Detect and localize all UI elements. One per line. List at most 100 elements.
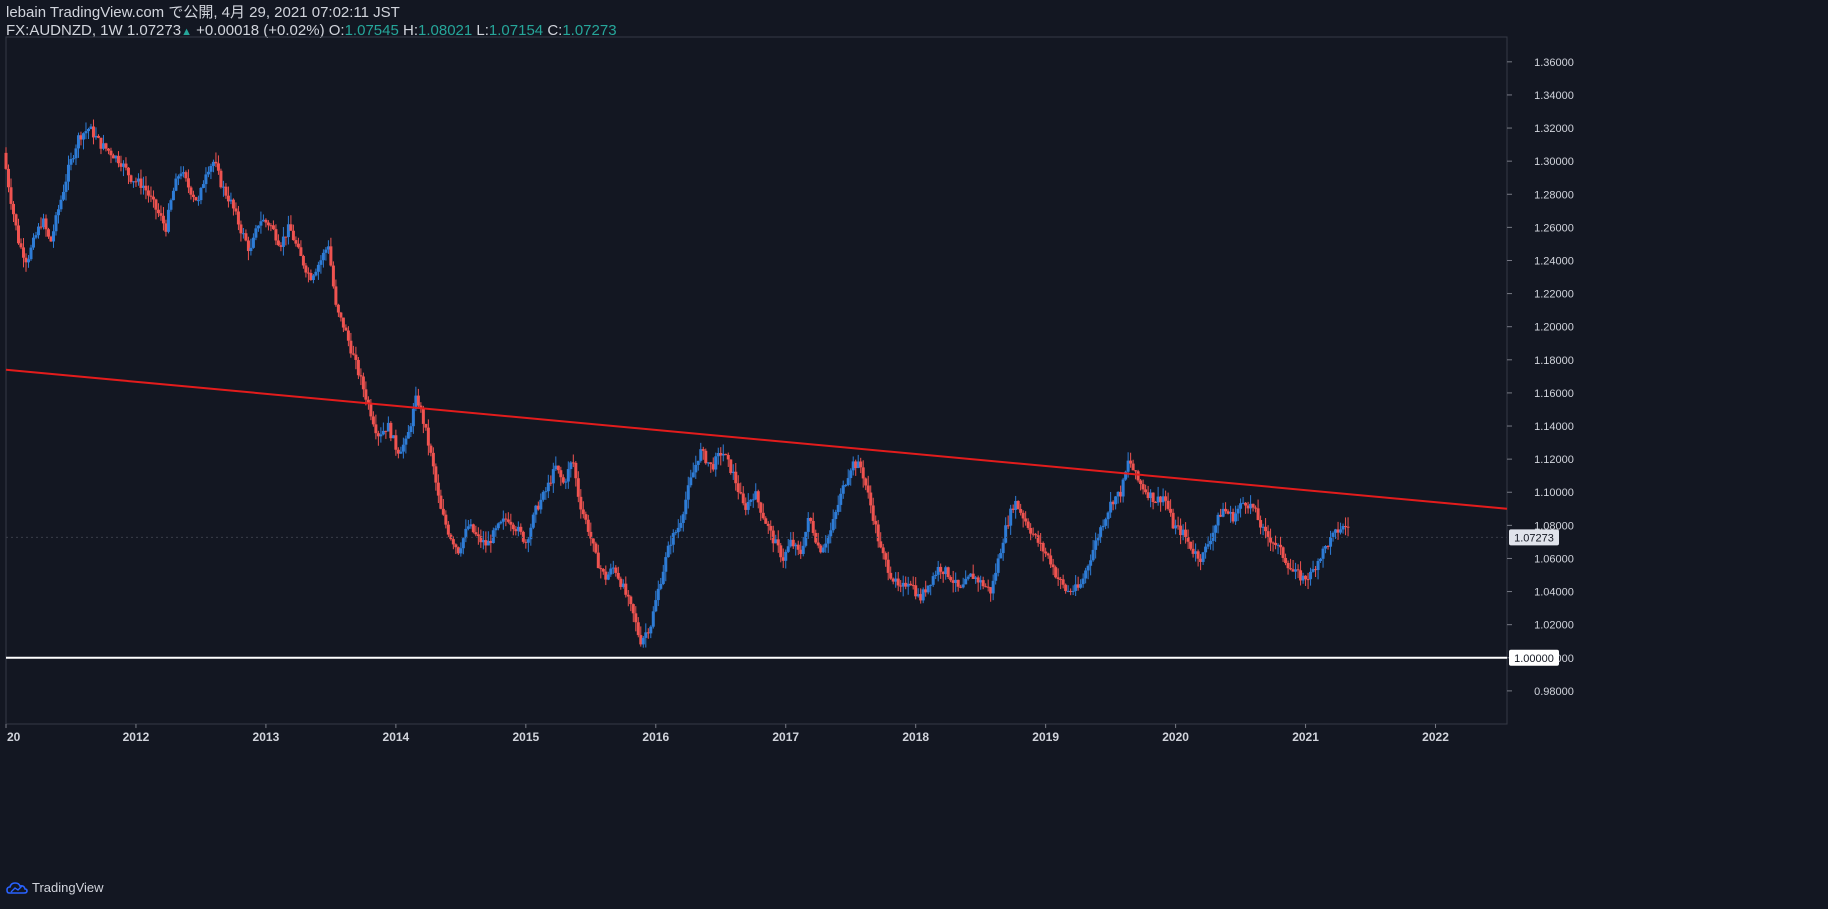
candle-body xyxy=(944,567,948,575)
support-price-tag-label: 1.00000 xyxy=(1514,653,1554,665)
candle-body xyxy=(584,514,588,520)
candle-body xyxy=(1054,567,1058,578)
candle-body xyxy=(676,527,680,533)
candle-body xyxy=(629,596,633,605)
candle-body xyxy=(1279,544,1283,548)
candle-body xyxy=(681,514,685,523)
candle-body xyxy=(1196,551,1200,559)
candle-body xyxy=(981,580,985,587)
candle-body xyxy=(51,231,55,242)
candle-body xyxy=(129,175,133,182)
candle-body xyxy=(316,264,320,272)
candle-body xyxy=(699,449,703,461)
candle-body xyxy=(861,467,865,479)
candle-body xyxy=(1006,525,1010,527)
candle-body xyxy=(534,505,538,515)
candle-body xyxy=(309,272,313,281)
candle-body xyxy=(361,376,365,390)
candle-body xyxy=(586,519,590,532)
candle-body xyxy=(421,408,425,424)
candle-body xyxy=(1009,508,1013,526)
candle-body xyxy=(376,433,380,437)
candle-body xyxy=(1291,569,1295,572)
candle-body xyxy=(874,520,878,525)
candle-body xyxy=(211,161,215,166)
candle-body xyxy=(406,432,410,439)
candle-body xyxy=(24,257,28,263)
candle-body xyxy=(604,571,608,580)
candle-body xyxy=(889,572,893,579)
candle-body xyxy=(859,461,863,468)
x-tick-label: 20 xyxy=(7,730,21,744)
candle-body xyxy=(436,482,440,496)
candle-body xyxy=(1266,531,1270,538)
candle-body xyxy=(761,512,765,519)
candle-body xyxy=(46,229,50,237)
low-label: L: xyxy=(476,22,489,39)
candle-body xyxy=(996,558,1000,573)
candle-body xyxy=(494,528,498,531)
candle-body xyxy=(766,523,770,526)
close-label: C: xyxy=(547,22,563,39)
candle-body xyxy=(84,131,88,134)
candle-body xyxy=(101,143,105,149)
candle-body xyxy=(249,247,253,252)
footer-brand-label: TradingView xyxy=(32,880,104,895)
candle-body xyxy=(1166,500,1170,509)
symbol-label[interactable]: FX:AUDNZD, 1W xyxy=(6,22,123,39)
candle-body xyxy=(661,571,665,584)
candle-body xyxy=(426,427,430,446)
candle-body xyxy=(114,155,118,159)
candle-body xyxy=(731,471,735,474)
candle-body xyxy=(999,553,1003,559)
candle-body xyxy=(199,187,203,201)
candle-body xyxy=(26,259,30,263)
candle-body xyxy=(236,211,240,225)
candle-body xyxy=(39,226,43,228)
candle-body xyxy=(431,452,435,467)
candle-body xyxy=(1289,568,1293,570)
candle-body xyxy=(806,517,810,532)
candle-body xyxy=(416,395,420,406)
candle-body xyxy=(94,135,98,138)
candle-body xyxy=(659,583,663,589)
candle-body xyxy=(191,194,195,198)
candle-body xyxy=(846,478,850,485)
candle-body xyxy=(261,219,265,222)
candle-body xyxy=(11,203,15,215)
y-tick-label: 1.14000 xyxy=(1534,421,1574,433)
candle-body xyxy=(1081,578,1085,585)
candle-body xyxy=(66,164,70,182)
candle-body xyxy=(1326,545,1330,547)
candle-body xyxy=(714,456,718,470)
candle-body xyxy=(29,247,33,260)
candle-body xyxy=(961,584,965,588)
candle-body xyxy=(1219,514,1223,517)
candle-body xyxy=(89,126,93,129)
candle-body xyxy=(1024,518,1028,522)
candle-body xyxy=(1314,569,1318,571)
resistance-trendline xyxy=(5,368,1508,510)
candle-body xyxy=(106,148,110,151)
candle-body xyxy=(229,199,233,202)
candle-body xyxy=(344,327,348,331)
candle-body xyxy=(1309,571,1313,580)
candle-body xyxy=(224,186,228,196)
candle-body xyxy=(206,171,210,175)
candle-body xyxy=(701,449,705,451)
candle-body xyxy=(956,579,960,587)
candle-body xyxy=(831,519,835,531)
candle-body xyxy=(1301,575,1305,581)
candle-body xyxy=(626,594,630,597)
candle-body xyxy=(31,237,35,248)
candle-body xyxy=(1119,491,1123,497)
y-tick-label: 1.12000 xyxy=(1534,454,1574,466)
candle-body xyxy=(451,539,455,545)
candle-body xyxy=(156,209,160,214)
candle-body xyxy=(346,330,350,341)
candle-body xyxy=(1134,470,1138,472)
candle-body xyxy=(826,536,830,544)
candle-body xyxy=(14,214,18,226)
candle-body xyxy=(146,190,150,196)
